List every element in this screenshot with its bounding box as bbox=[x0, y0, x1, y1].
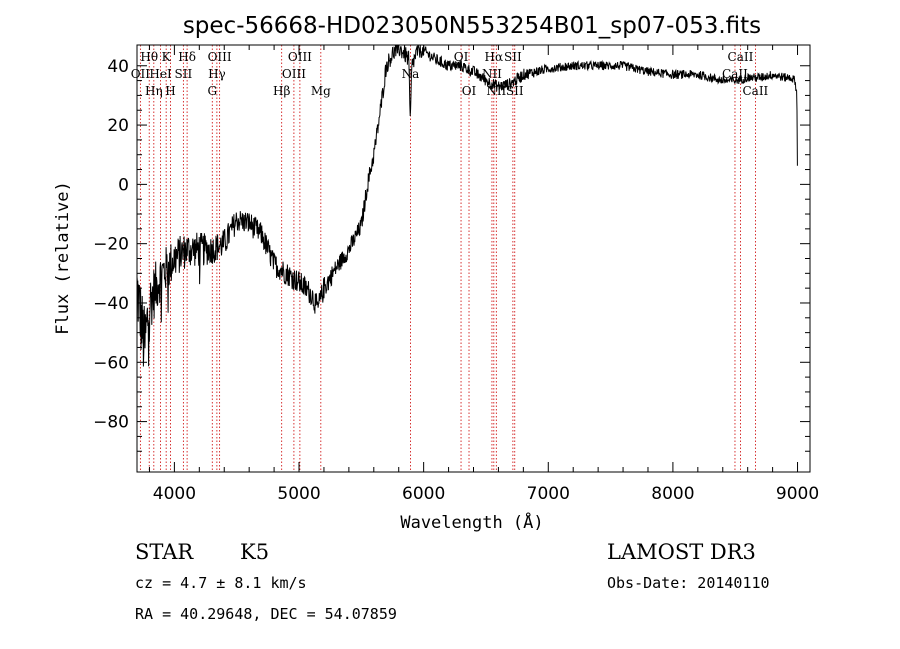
x-axis-ticks: 4000 5000 6000 7000 8000 9000 bbox=[148, 45, 819, 504]
y-tick-label: −60 bbox=[93, 353, 129, 373]
y-axis-ticks: −80 −60 −40 −20 0 20 40 bbox=[93, 57, 810, 452]
object-class: STAR bbox=[135, 540, 194, 564]
spectral-line-label: G bbox=[207, 84, 217, 98]
spectral-line-label: Hδ bbox=[178, 50, 196, 64]
x-tick-label: 5000 bbox=[277, 484, 320, 504]
y-tick-label: 0 bbox=[118, 175, 129, 195]
spectral-line-label: HeI bbox=[149, 67, 172, 81]
y-tick-label: −80 bbox=[93, 413, 129, 433]
spectral-line-label: SII bbox=[504, 50, 522, 64]
x-axis-label: Wavelength (Å) bbox=[400, 511, 543, 533]
x-tick-label: 7000 bbox=[527, 484, 570, 504]
spectral-line-label: Hα bbox=[485, 50, 504, 64]
spectral-line-label: H bbox=[165, 84, 175, 98]
plot-frame bbox=[136, 44, 811, 473]
x-tick-label: 8000 bbox=[651, 484, 694, 504]
spectral-line-label: OI bbox=[462, 84, 477, 98]
spectral-line-label: Hγ bbox=[208, 67, 226, 81]
spectral-line-label: Hη bbox=[145, 84, 163, 98]
x-tick-label: 6000 bbox=[402, 484, 445, 504]
spectral-line-label: OIII bbox=[282, 67, 306, 81]
spectral-line-label: Na bbox=[402, 67, 420, 81]
spectral-line-markers bbox=[139, 45, 756, 472]
y-tick-label: 20 bbox=[107, 116, 129, 136]
y-axis-label: Flux (relative) bbox=[53, 181, 73, 335]
spectral-line-label: CaII bbox=[742, 84, 768, 98]
x-tick-label: 9000 bbox=[776, 484, 819, 504]
object-subclass: K5 bbox=[240, 540, 269, 564]
y-tick-label: 40 bbox=[107, 57, 129, 77]
spectral-line-label: Hθ bbox=[140, 50, 158, 64]
spectral-line-label: K bbox=[162, 50, 172, 64]
redshift-text: cz = 4.7 ± 8.1 km/s bbox=[135, 574, 307, 592]
y-tick-label: −20 bbox=[93, 235, 129, 255]
spectrum-line bbox=[136, 44, 798, 367]
survey-name: LAMOST DR3 bbox=[607, 540, 756, 564]
spectral-line-label: OIII bbox=[208, 50, 232, 64]
spectral-line-label: OII bbox=[131, 67, 151, 81]
coordinates-text: RA = 40.29648, DEC = 54.07859 bbox=[135, 605, 397, 623]
spectral-line-label: Mg bbox=[311, 84, 331, 98]
spectral-line-label: CaII bbox=[728, 50, 754, 64]
spectral-line-label: OIII bbox=[288, 50, 312, 64]
spectral-line-label: OI bbox=[454, 50, 469, 64]
y-tick-label: −40 bbox=[93, 294, 129, 314]
spectral-line-label: Hβ bbox=[273, 84, 290, 98]
spectral-line-label: SII bbox=[175, 67, 193, 81]
x-tick-label: 4000 bbox=[153, 484, 196, 504]
obs-date-text: Obs-Date: 20140110 bbox=[607, 574, 770, 592]
spectral-line-label: NII bbox=[482, 67, 502, 81]
chart-title: spec-56668-HD023050N553254B01_sp07-053.f… bbox=[183, 13, 761, 39]
